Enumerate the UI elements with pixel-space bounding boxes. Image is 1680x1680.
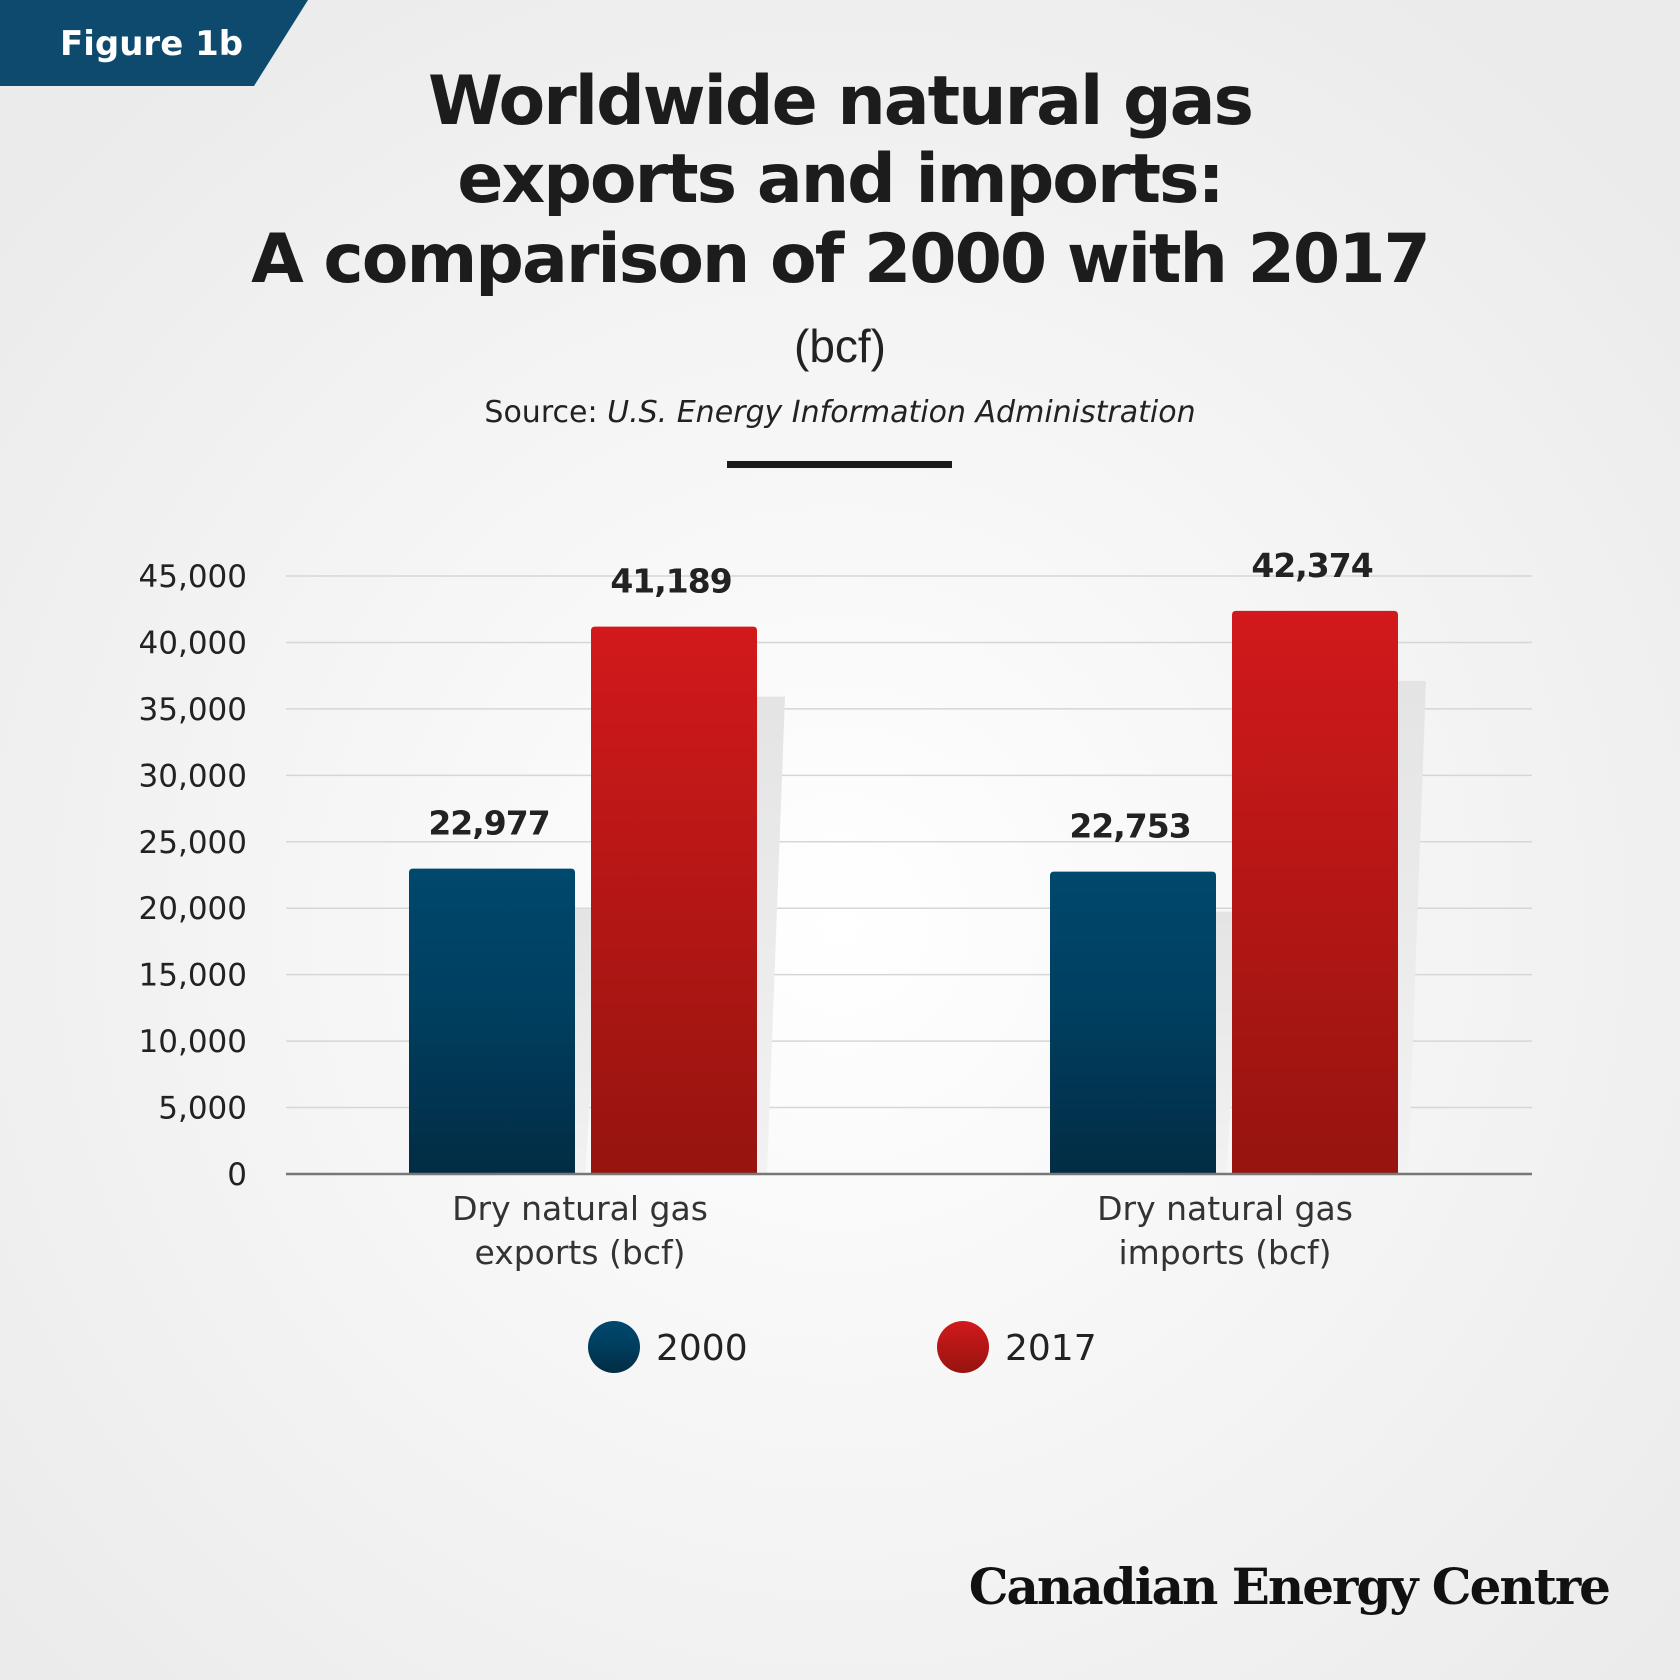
bar-2017-exports	[591, 626, 757, 1174]
legend-label-2000: 2000	[656, 1328, 748, 1369]
data-label-2000-imports: 22,753	[1069, 807, 1190, 846]
data-labels: 22,977 22,753 41,189 42,374	[428, 546, 1373, 846]
y-tick-label: 45,000	[139, 559, 247, 595]
category-label-exports-line-2: exports (bcf)	[474, 1233, 685, 1272]
bar-2000-imports	[1050, 871, 1216, 1174]
data-label-2017-exports: 41,189	[610, 562, 731, 601]
data-label-2017-imports: 42,374	[1251, 546, 1372, 585]
figure-label: Figure 1b	[60, 24, 243, 64]
y-tick-label: 25,000	[139, 825, 247, 861]
legend-swatch-2017	[937, 1321, 989, 1373]
y-tick-label: 40,000	[139, 625, 247, 661]
y-tick-label: 10,000	[139, 1024, 247, 1060]
legend-label-2017: 2017	[1005, 1328, 1097, 1369]
subtitle: (bcf)	[794, 320, 886, 372]
bar-shadow	[757, 696, 785, 1174]
source-name: U.S. Energy Information Administration	[607, 395, 1195, 430]
bars	[409, 610, 1398, 1174]
legend-swatch-2000	[588, 1321, 640, 1373]
source-line: Source: U.S. Energy Information Administ…	[484, 395, 1195, 430]
category-label-imports-line-1: Dry natural gas	[1097, 1189, 1353, 1228]
category-label-exports-line-1: Dry natural gas	[452, 1189, 708, 1228]
y-tick-label: 5,000	[158, 1091, 247, 1127]
figure-badge	[0, 0, 308, 86]
source-label: Source:	[484, 395, 597, 430]
y-tick-label: 20,000	[139, 891, 247, 927]
y-tick-label: 0	[227, 1157, 247, 1193]
bar-2000-exports	[409, 868, 575, 1174]
title-line-3: A comparison of 2000 with 2017	[251, 220, 1429, 299]
y-axis-ticks: 0 5,000 10,000 15,000 20,000 25,000 30,000 35,0…	[139, 559, 247, 1193]
y-tick-label: 15,000	[139, 958, 247, 994]
title-line-1: Worldwide natural gas	[428, 62, 1252, 141]
y-tick-label: 30,000	[139, 758, 247, 794]
category-label-imports-line-2: imports (bcf)	[1118, 1233, 1331, 1272]
y-tick-label: 35,000	[139, 692, 247, 728]
data-label-2000-exports: 22,977	[428, 804, 549, 843]
legend: 2000 2017	[588, 1321, 1097, 1373]
brand-logo: Canadian Energy Centre	[969, 1557, 1609, 1616]
title-divider	[727, 461, 952, 468]
title-line-2: exports and imports:	[457, 140, 1222, 219]
bar-2017-imports	[1232, 610, 1398, 1174]
bar-shadow	[1398, 680, 1426, 1174]
